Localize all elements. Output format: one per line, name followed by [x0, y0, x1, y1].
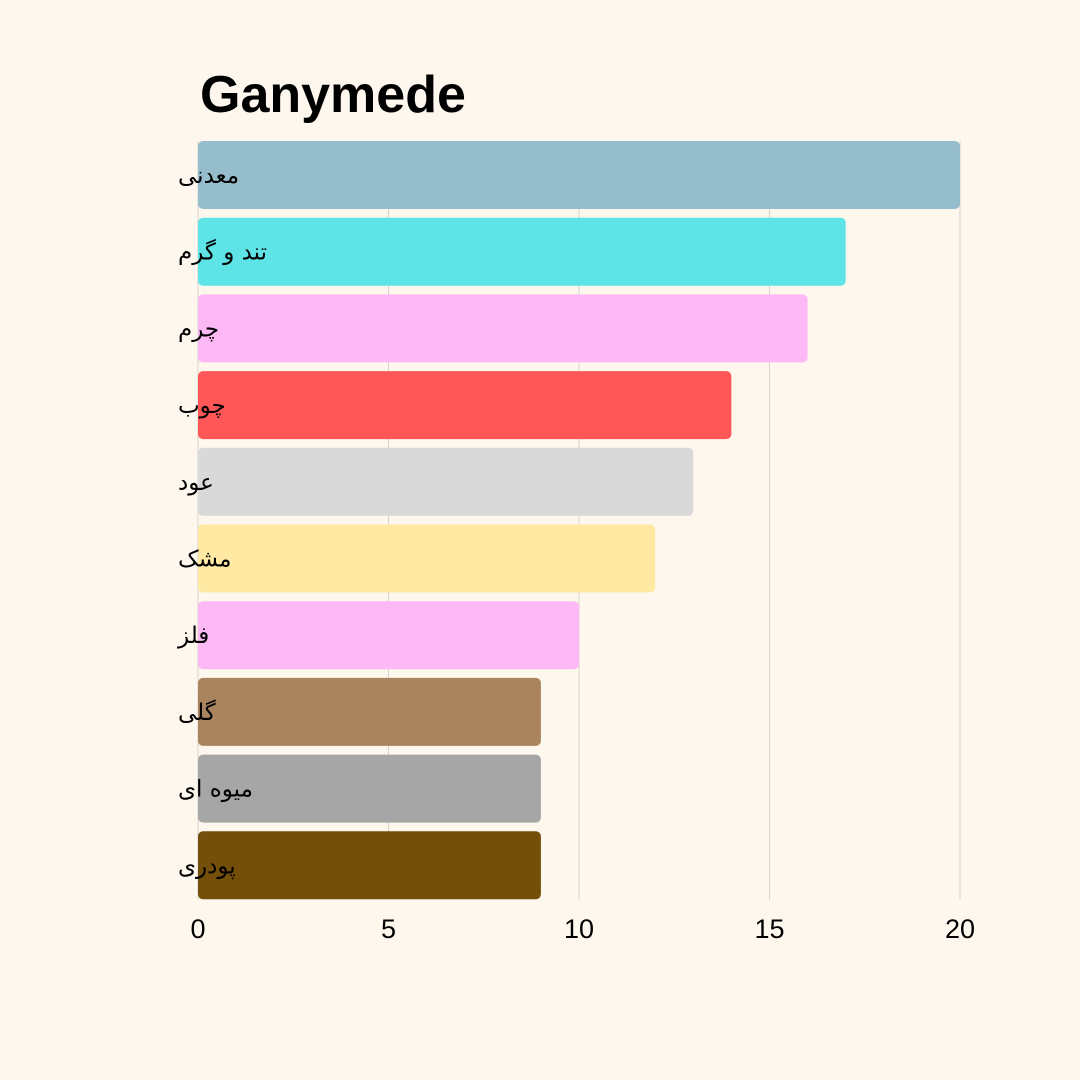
category-label: گلی	[178, 699, 216, 726]
x-tick-label: 0	[190, 914, 205, 944]
x-tick-label: 20	[945, 914, 975, 944]
category-label: مشک	[178, 547, 231, 573]
category-label: میوه ای	[178, 777, 253, 803]
category-label: چرم	[178, 316, 219, 342]
bar	[198, 447, 694, 516]
bar	[198, 141, 960, 209]
category-label: تند و گرم	[178, 239, 267, 266]
bars	[198, 141, 960, 900]
bar	[198, 831, 541, 900]
category-label: پودری	[178, 853, 236, 879]
category-label: فلز	[177, 623, 209, 649]
category-label: چوب	[178, 393, 226, 419]
category-labels: معدنی تند و گرم چرم چوب عود مشک فلز گلی میوه ای پ…	[177, 163, 267, 879]
x-tick-label: 5	[381, 914, 396, 944]
x-tick-label: 10	[564, 914, 594, 944]
x-axis-tick-labels: 0 5 10 15 20	[190, 914, 975, 944]
bar	[198, 371, 732, 440]
category-label: عود	[178, 470, 214, 496]
bar	[198, 601, 579, 670]
bar	[198, 677, 541, 746]
bar	[198, 754, 541, 823]
bar	[198, 294, 808, 363]
bar	[198, 217, 846, 286]
x-tick-label: 15	[754, 914, 784, 944]
chart-title: Ganymede	[200, 66, 466, 124]
bar	[198, 524, 656, 593]
category-label: معدنی	[178, 163, 239, 189]
